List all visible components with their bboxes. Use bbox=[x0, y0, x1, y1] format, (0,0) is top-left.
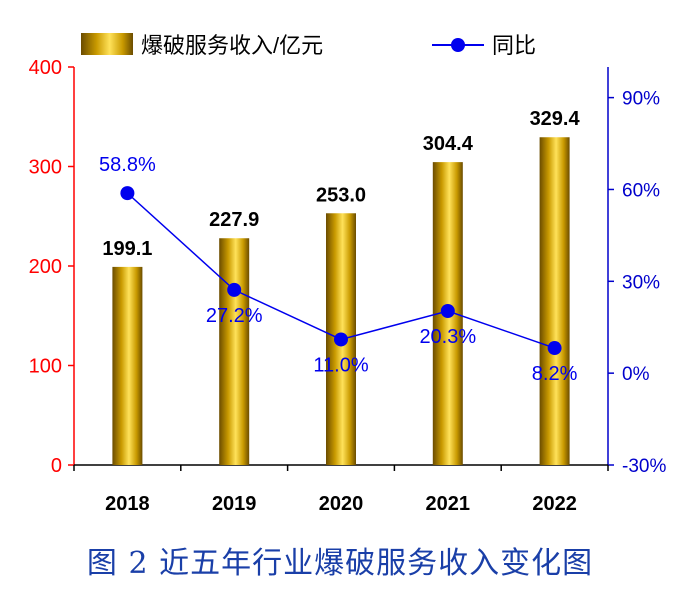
revenue-bar bbox=[112, 266, 143, 465]
chart-legend: 爆破服务收入/亿元 同比 bbox=[81, 33, 536, 58]
yoy-point bbox=[334, 332, 348, 347]
yoy-value-label: 11.0% bbox=[313, 354, 368, 376]
x-axis-tick-label: 2020 bbox=[319, 493, 364, 515]
bar-value-label: 227.9 bbox=[209, 209, 259, 231]
left-axis-tick-label: 300 bbox=[29, 157, 62, 179]
right-axis-tick-label: 90% bbox=[622, 89, 660, 110]
left-axis-tick-label: 400 bbox=[29, 57, 62, 79]
legend-bar-label: 爆破服务收入/亿元 bbox=[141, 33, 323, 58]
right-axis-tick-label: -30% bbox=[622, 456, 666, 477]
right-axis-tick-label: 60% bbox=[622, 180, 660, 201]
yoy-value-label: 8.2% bbox=[532, 363, 578, 385]
line-series bbox=[120, 186, 562, 356]
figure-caption: 图 2 近五年行业爆破服务收入变化图 bbox=[86, 546, 594, 581]
x-axis-tick-label: 2018 bbox=[105, 493, 150, 515]
x-axis-tick-label: 2022 bbox=[532, 493, 577, 515]
right-axis-tick-label: 0% bbox=[622, 364, 650, 385]
yoy-point bbox=[547, 341, 562, 356]
revenue-bar bbox=[219, 238, 250, 465]
left-axis-tick-label: 0 bbox=[51, 455, 62, 477]
yoy-value-label: 20.3% bbox=[419, 326, 476, 348]
bar-value-label: 304.4 bbox=[423, 133, 474, 155]
yoy-point bbox=[440, 304, 455, 319]
legend-line-marker bbox=[451, 38, 465, 52]
data-labels: 199.1 227.9 253.0 304.4 329.4 58.8% 27.2% 11.0%… bbox=[99, 108, 580, 385]
right-axis-tick-label: 30% bbox=[622, 272, 660, 293]
bar-series bbox=[112, 137, 570, 465]
bar-value-label: 253.0 bbox=[316, 184, 366, 206]
x-axis-tick-label: 2019 bbox=[212, 493, 257, 515]
revenue-bar bbox=[539, 137, 570, 465]
x-axis-tick-label: 2021 bbox=[426, 493, 471, 515]
left-axis-tick-label: 100 bbox=[29, 356, 62, 378]
yoy-value-label: 27.2% bbox=[206, 305, 263, 327]
yoy-point bbox=[120, 186, 135, 201]
yoy-point bbox=[227, 282, 242, 297]
chart-canvas: 爆破服务收入/亿元 同比 0 100 200 300 400 -30% 0% 30% 60% 90%… bbox=[29, 33, 666, 515]
legend-bar-swatch bbox=[81, 33, 133, 55]
bar-value-label: 199.1 bbox=[102, 238, 152, 260]
yoy-value-label: 58.8% bbox=[99, 154, 156, 176]
left-axis-tick-label: 200 bbox=[29, 256, 62, 278]
legend-line-label: 同比 bbox=[492, 33, 536, 58]
bar-value-label: 329.4 bbox=[530, 108, 581, 130]
